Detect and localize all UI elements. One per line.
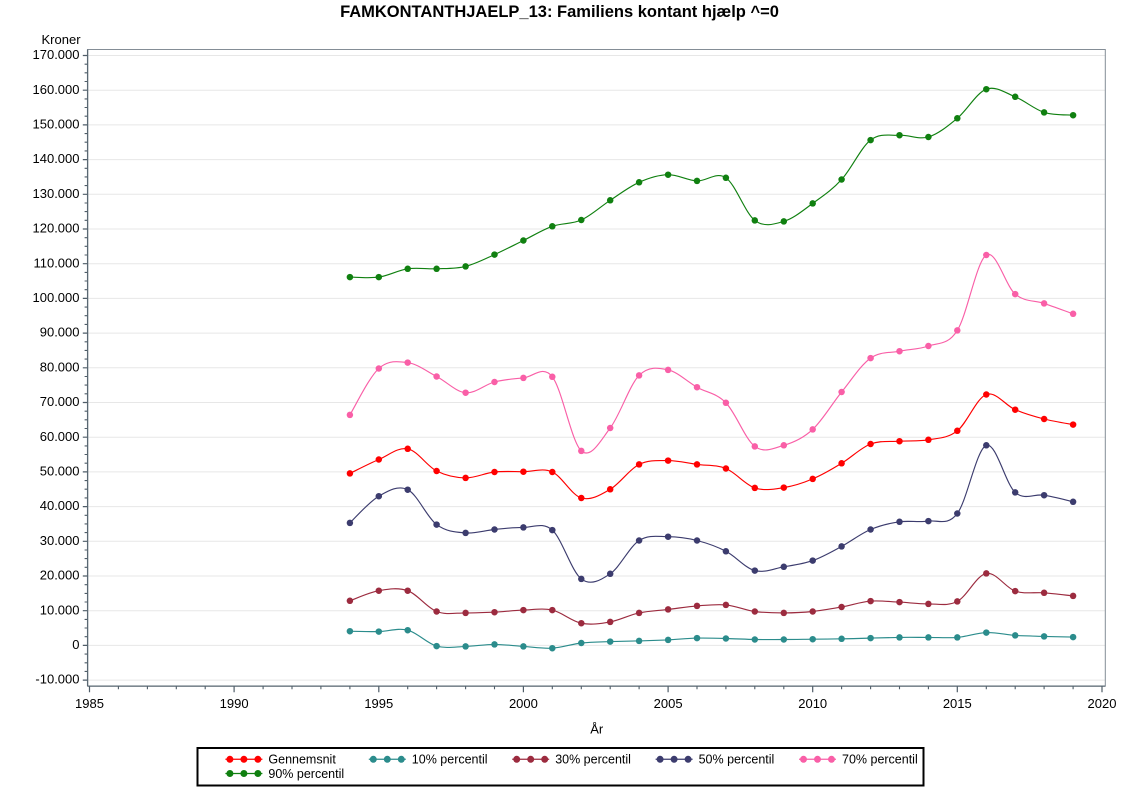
- svg-text:110.000: 110.000: [33, 255, 79, 270]
- svg-text:År: År: [590, 722, 604, 737]
- svg-text:2010: 2010: [798, 696, 827, 711]
- svg-text:-10.000: -10.000: [35, 672, 79, 687]
- svg-text:0: 0: [72, 637, 79, 652]
- svg-text:90% percentil: 90% percentil: [268, 767, 344, 781]
- svg-text:2015: 2015: [943, 696, 972, 711]
- svg-text:170.000: 170.000: [33, 47, 80, 62]
- svg-text:60.000: 60.000: [40, 429, 80, 444]
- svg-text:70.000: 70.000: [40, 394, 80, 409]
- svg-text:2005: 2005: [654, 696, 683, 711]
- svg-text:2000: 2000: [509, 696, 538, 711]
- svg-text:20.000: 20.000: [40, 568, 80, 583]
- svg-text:1990: 1990: [220, 696, 249, 711]
- svg-text:160.000: 160.000: [33, 82, 80, 97]
- svg-text:90.000: 90.000: [40, 325, 80, 340]
- svg-text:40.000: 40.000: [40, 498, 80, 513]
- svg-text:120.000: 120.000: [33, 221, 80, 236]
- svg-text:30.000: 30.000: [40, 533, 80, 548]
- svg-text:140.000: 140.000: [33, 151, 80, 166]
- svg-text:80.000: 80.000: [40, 359, 80, 374]
- svg-text:1985: 1985: [75, 696, 104, 711]
- svg-text:10% percentil: 10% percentil: [412, 753, 488, 767]
- svg-text:1995: 1995: [364, 696, 393, 711]
- svg-text:130.000: 130.000: [33, 186, 80, 201]
- svg-text:Kroner: Kroner: [42, 32, 82, 47]
- svg-text:2020: 2020: [1088, 696, 1117, 711]
- svg-text:50% percentil: 50% percentil: [699, 753, 775, 767]
- svg-text:70% percentil: 70% percentil: [842, 753, 918, 767]
- svg-text:Gennemsnit: Gennemsnit: [268, 753, 336, 767]
- svg-text:10.000: 10.000: [40, 602, 80, 617]
- svg-text:FAMKONTANTHJAELP_13: Familiens: FAMKONTANTHJAELP_13: Familiens kontant h…: [340, 3, 779, 21]
- svg-text:150.000: 150.000: [33, 117, 80, 132]
- svg-text:50.000: 50.000: [40, 464, 80, 479]
- svg-text:100.000: 100.000: [33, 290, 80, 305]
- svg-text:30% percentil: 30% percentil: [555, 753, 631, 767]
